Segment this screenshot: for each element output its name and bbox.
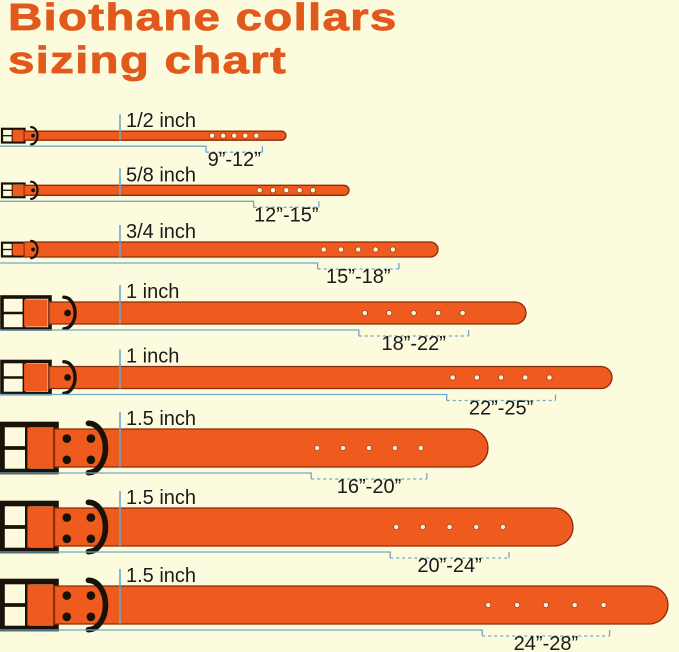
svg-text:1.5 inch: 1.5 inch bbox=[126, 408, 196, 430]
svg-text:24”-28”: 24”-28” bbox=[514, 633, 578, 652]
svg-text:9”-12”: 9”-12” bbox=[208, 149, 261, 171]
svg-text:16”-20”: 16”-20” bbox=[337, 476, 401, 498]
svg-text:18”-22”: 18”-22” bbox=[381, 333, 445, 355]
svg-text:5/8 inch: 5/8 inch bbox=[126, 164, 196, 186]
svg-text:1 inch: 1 inch bbox=[126, 346, 179, 368]
svg-text:22”-25”: 22”-25” bbox=[469, 398, 533, 420]
svg-text:3/4 inch: 3/4 inch bbox=[126, 221, 196, 243]
svg-text:1.5 inch: 1.5 inch bbox=[126, 565, 196, 587]
svg-text:1.5 inch: 1.5 inch bbox=[126, 487, 196, 509]
svg-text:15”-18”: 15”-18” bbox=[326, 266, 390, 288]
svg-text:12”-15”: 12”-15” bbox=[254, 204, 318, 226]
svg-text:1 inch: 1 inch bbox=[126, 281, 179, 303]
svg-text:20”-24”: 20”-24” bbox=[417, 555, 481, 577]
svg-text:1/2 inch: 1/2 inch bbox=[126, 110, 196, 132]
